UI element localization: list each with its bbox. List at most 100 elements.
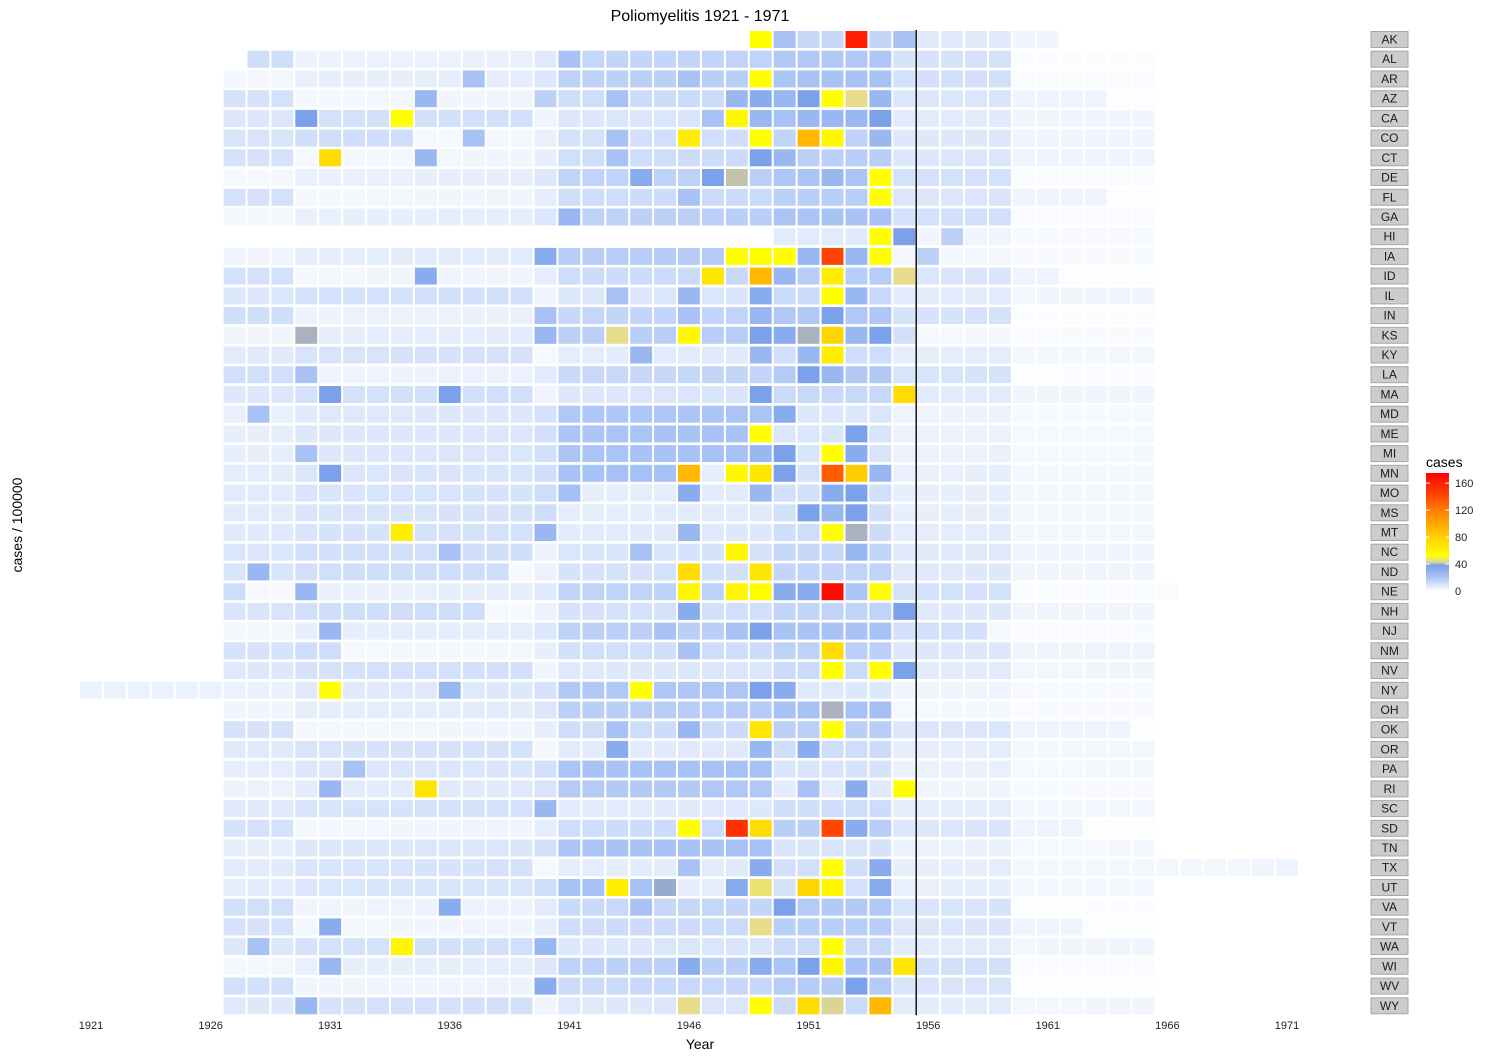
tile-IN-1955 bbox=[893, 307, 916, 325]
tile-LA-1931 bbox=[319, 366, 342, 384]
tile-AL-1935 bbox=[414, 50, 437, 68]
tile-PA-1961 bbox=[1036, 760, 1059, 778]
tile-MS-1961 bbox=[1036, 504, 1059, 522]
state-label: VA bbox=[1382, 900, 1397, 914]
tile-UT-1935 bbox=[414, 879, 437, 896]
tile-MS-1938 bbox=[486, 504, 509, 522]
tile-WV-1935 bbox=[414, 977, 437, 995]
tile-MI-1937 bbox=[462, 445, 485, 463]
strip-KS: KS bbox=[1370, 326, 1409, 344]
tile-WI-1964 bbox=[1108, 957, 1131, 975]
tile-MD-1965 bbox=[1132, 405, 1155, 423]
tile-MT-1938 bbox=[486, 524, 509, 541]
tile-UT-1952 bbox=[821, 879, 844, 896]
tile-VA-1930 bbox=[295, 898, 318, 916]
tile-MI-1960 bbox=[1012, 445, 1035, 463]
tile-KS-1940 bbox=[534, 326, 557, 344]
tile-WY-1951 bbox=[797, 997, 820, 1015]
tile-DE-1935 bbox=[414, 169, 437, 186]
tile-MN-1933 bbox=[367, 464, 389, 482]
tile-IN-1965 bbox=[1132, 307, 1155, 325]
strip-MO: MO bbox=[1370, 484, 1409, 502]
tile-OK-1933 bbox=[367, 721, 389, 739]
tile-GA-1959 bbox=[989, 208, 1011, 226]
tile-MA-1936 bbox=[438, 386, 461, 403]
tile-AR-1965 bbox=[1132, 70, 1155, 88]
tile-MI-1931 bbox=[319, 445, 342, 463]
tile-MT-1937 bbox=[462, 524, 485, 541]
tile-MA-1943 bbox=[606, 386, 629, 403]
tile-IA-1958 bbox=[965, 247, 987, 265]
tile-NC-1943 bbox=[606, 543, 629, 561]
tile-DE-1959 bbox=[989, 169, 1011, 186]
tile-CA-1927 bbox=[223, 109, 246, 127]
x-tick-label: 1951 bbox=[796, 1020, 820, 1032]
tile-SC-1934 bbox=[391, 800, 413, 818]
tile-SD-1958 bbox=[965, 819, 987, 837]
tile-NE-1963 bbox=[1084, 583, 1107, 601]
state-label: UT bbox=[1382, 881, 1399, 895]
tile-MT-1962 bbox=[1060, 524, 1083, 541]
tile-GA-1937 bbox=[462, 208, 485, 226]
tile-DE-1948 bbox=[725, 169, 748, 186]
tile-ID-1948 bbox=[725, 267, 748, 285]
tile-NV-1940 bbox=[534, 662, 557, 679]
tile-NC-1957 bbox=[941, 543, 964, 561]
tile-FL-1945 bbox=[654, 188, 676, 206]
strip-CO: CO bbox=[1370, 129, 1409, 147]
tile-SD-1933 bbox=[367, 819, 389, 837]
tile-WV-1949 bbox=[749, 977, 772, 995]
tile-NE-1956 bbox=[917, 583, 940, 601]
tile-MT-1949 bbox=[749, 524, 772, 541]
tile-NC-1965 bbox=[1132, 543, 1155, 561]
tile-VT-1930 bbox=[295, 918, 318, 936]
tile-FL-1947 bbox=[702, 188, 724, 206]
tile-VT-1964 bbox=[1108, 918, 1131, 936]
tile-KY-1962 bbox=[1060, 346, 1083, 364]
tile-LA-1961 bbox=[1036, 366, 1059, 384]
tile-OH-1937 bbox=[462, 701, 485, 719]
tile-KY-1927 bbox=[223, 346, 246, 364]
tile-ND-1963 bbox=[1084, 563, 1107, 581]
tile-HI-1954 bbox=[869, 228, 892, 246]
tile-NH-1942 bbox=[582, 602, 605, 620]
tile-NV-1937 bbox=[462, 662, 485, 679]
tile-IA-1963 bbox=[1084, 247, 1107, 265]
tile-CA-1948 bbox=[725, 109, 748, 127]
tile-IL-1948 bbox=[725, 287, 748, 305]
tile-SD-1956 bbox=[917, 819, 940, 837]
tile-NV-1965 bbox=[1132, 662, 1155, 679]
tile-AR-1931 bbox=[319, 70, 342, 88]
tile-MA-1964 bbox=[1108, 386, 1131, 403]
tile-AR-1936 bbox=[438, 70, 461, 88]
tile-TN-1959 bbox=[989, 839, 1011, 857]
tile-ID-1963 bbox=[1084, 267, 1107, 285]
tile-SD-1949 bbox=[749, 819, 772, 837]
strip-LA: LA bbox=[1370, 366, 1409, 384]
tile-RI-1944 bbox=[630, 780, 653, 798]
tile-PA-1927 bbox=[223, 760, 246, 778]
tile-MN-1938 bbox=[486, 464, 509, 482]
tile-CA-1965 bbox=[1132, 109, 1155, 127]
tile-NV-1935 bbox=[414, 662, 437, 679]
tile-RI-1956 bbox=[917, 780, 940, 798]
tile-UT-1947 bbox=[702, 879, 724, 896]
tile-CT-1928 bbox=[247, 149, 270, 167]
tile-CO-1957 bbox=[941, 129, 964, 147]
tile-MA-1952 bbox=[821, 386, 844, 403]
tile-WI-1943 bbox=[606, 957, 629, 975]
tile-AZ-1951 bbox=[797, 90, 820, 108]
tile-MD-1948 bbox=[725, 405, 748, 423]
tile-CT-1931 bbox=[319, 149, 342, 167]
tile-NC-1955 bbox=[893, 543, 916, 561]
tile-AR-1963 bbox=[1084, 70, 1107, 88]
tile-NH-1964 bbox=[1108, 602, 1131, 620]
tile-WV-1956 bbox=[917, 977, 940, 995]
tile-RI-1946 bbox=[678, 780, 700, 798]
tile-KS-1963 bbox=[1084, 326, 1107, 344]
tile-NJ-1933 bbox=[367, 622, 389, 640]
tile-CO-1947 bbox=[702, 129, 724, 147]
tile-IN-1942 bbox=[582, 307, 605, 325]
tile-IL-1941 bbox=[558, 287, 581, 305]
tile-WY-1959 bbox=[989, 997, 1011, 1015]
